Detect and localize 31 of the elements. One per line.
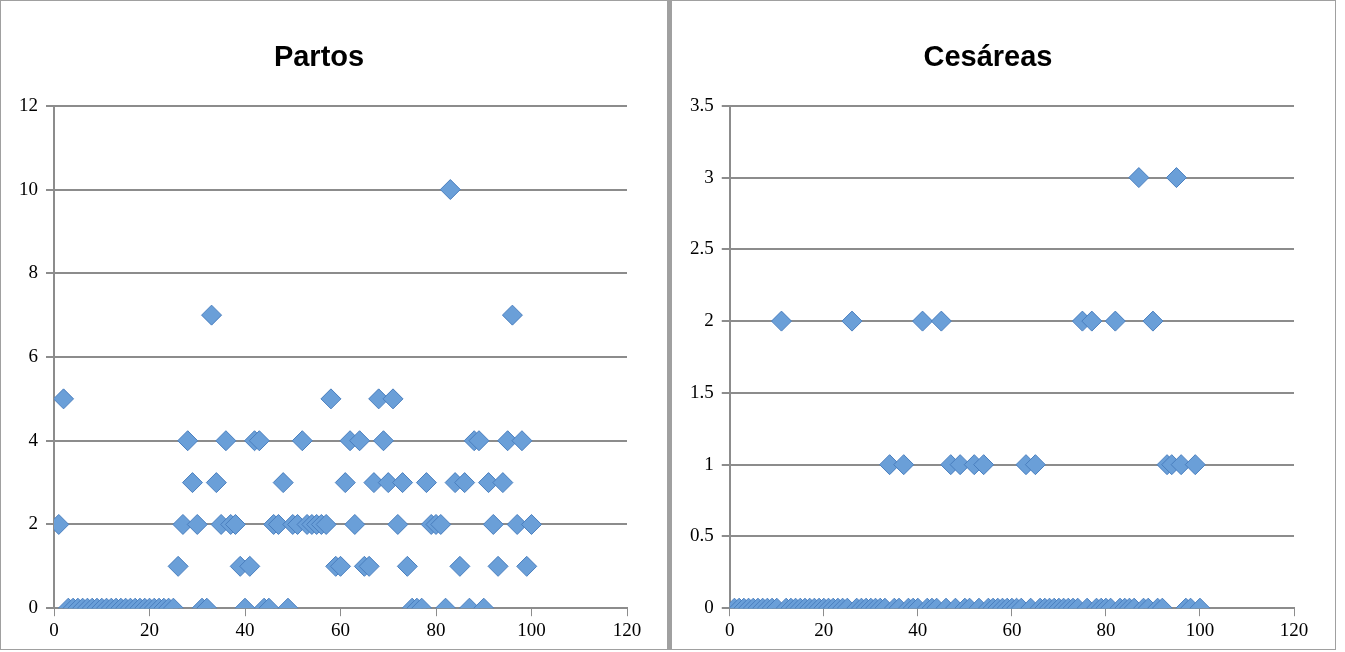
y-tick-label: 2.5 bbox=[690, 237, 714, 259]
y-tick-label: 0.5 bbox=[690, 524, 714, 546]
x-tick-label: 20 bbox=[140, 618, 159, 640]
y-tick-label: 0 bbox=[28, 596, 38, 618]
y-tick-label: 4 bbox=[28, 428, 39, 450]
y-tick-label: 1.5 bbox=[690, 380, 714, 402]
x-tick-label: 0 bbox=[725, 618, 735, 640]
x-tick-label: 120 bbox=[1279, 618, 1309, 640]
x-tick-label: 100 bbox=[517, 618, 546, 640]
y-tick-label: 3.5 bbox=[690, 93, 714, 115]
x-tick-label: 100 bbox=[1185, 618, 1215, 640]
y-tick-label: 12 bbox=[19, 93, 38, 115]
chart-title: Partos bbox=[273, 40, 365, 73]
y-tick-label: 10 bbox=[19, 177, 38, 199]
x-tick-label: 80 bbox=[1096, 618, 1116, 640]
x-tick-label: 120 bbox=[612, 618, 642, 640]
x-tick-label: 20 bbox=[814, 618, 834, 640]
x-tick-label: 60 bbox=[331, 618, 350, 640]
chart-title: Cesáreas bbox=[923, 40, 1053, 73]
y-tick-label: 8 bbox=[28, 261, 38, 283]
x-tick-label: 40 bbox=[235, 618, 255, 640]
y-tick-label: 0 bbox=[704, 596, 714, 618]
x-tick-label: 80 bbox=[426, 618, 446, 640]
y-tick-label: 2 bbox=[28, 512, 38, 534]
y-tick-label: 2 bbox=[704, 309, 714, 331]
x-tick-label: 0 bbox=[49, 618, 59, 640]
x-tick-label: 60 bbox=[1002, 618, 1022, 640]
y-tick-label: 3 bbox=[704, 165, 714, 187]
y-tick-label: 1 bbox=[704, 452, 714, 474]
y-tick-label: 6 bbox=[28, 344, 38, 366]
x-tick-label: 40 bbox=[908, 618, 928, 640]
